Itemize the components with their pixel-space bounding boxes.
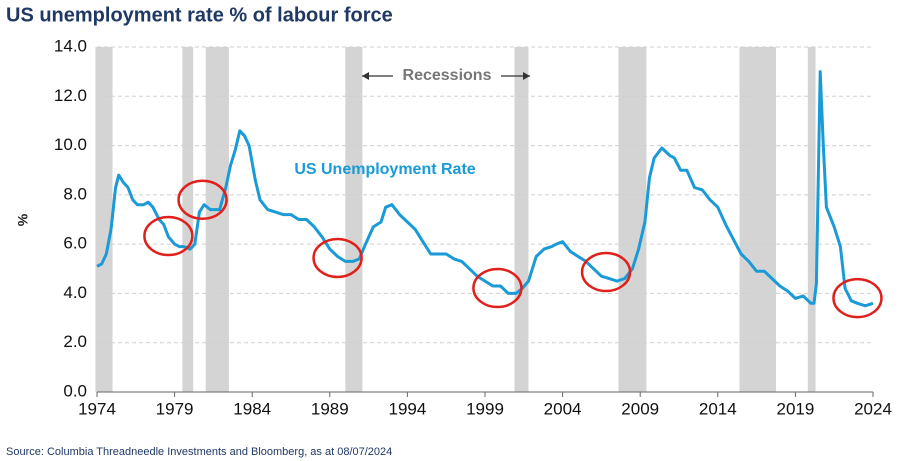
recession-band (95, 47, 113, 392)
recession-band (807, 47, 816, 392)
x-tick-label: 2019 (776, 399, 814, 418)
x-tick-label: 2004 (544, 399, 582, 418)
x-tick-label: 2024 (854, 399, 892, 418)
highlight-circle (143, 215, 194, 257)
y-tick-label: 8.0 (63, 184, 87, 203)
chart-title: US unemployment rate % of labour force (6, 4, 393, 26)
y-axis-label: % (15, 213, 31, 226)
y-tick-label: 2.0 (63, 332, 87, 351)
y-tick-label: 0.0 (63, 381, 87, 400)
y-tick-label: 4.0 (63, 283, 87, 302)
series-label: US Unemployment Rate (294, 161, 475, 178)
x-tick-label: 1989 (311, 399, 349, 418)
series-line (96, 70, 874, 308)
highlight-circle (312, 237, 363, 279)
recession-band (618, 47, 647, 392)
highlight-circle (580, 251, 632, 293)
arrow-head (362, 72, 369, 80)
source-note: Source: Columbia Threadneedle Investment… (6, 446, 392, 458)
recession-band (205, 47, 229, 392)
x-tick-label: 1999 (466, 399, 504, 418)
recession-band (514, 47, 529, 392)
y-tick-label: 12.0 (54, 86, 87, 105)
y-tick-label: 6.0 (63, 234, 87, 253)
x-tick-label: 1974 (78, 399, 116, 418)
arrow-head (523, 72, 530, 80)
x-tick-label: 1979 (156, 399, 194, 418)
x-tick-label: 1994 (388, 399, 426, 418)
highlight-circle (472, 267, 523, 309)
recession-band (345, 47, 363, 392)
y-tick-label: 10.0 (54, 135, 87, 154)
highlight-circle (832, 277, 883, 319)
recession-band (182, 47, 194, 392)
recession-label: Recessions (403, 67, 492, 84)
recession-band (739, 47, 776, 392)
x-tick-label: 2014 (699, 399, 737, 418)
x-tick-label: 1984 (233, 399, 271, 418)
highlight-circle (177, 179, 228, 221)
y-tick-label: 14.0 (54, 36, 87, 55)
x-tick-label: 2009 (621, 399, 659, 418)
